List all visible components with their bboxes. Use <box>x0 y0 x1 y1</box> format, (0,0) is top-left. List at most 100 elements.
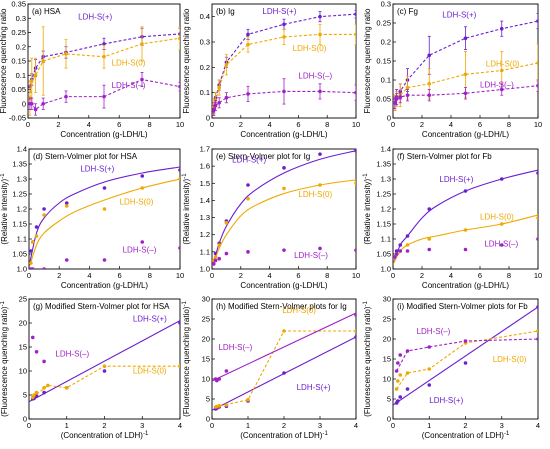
data-point <box>536 171 538 175</box>
y-tick-label: 25 <box>202 315 210 324</box>
x-tick-label: 4 <box>178 421 182 430</box>
data-point <box>405 85 410 90</box>
y-tick-label: 0.4 <box>200 12 210 21</box>
y-axis-title: Fluorescence quenching ratio <box>182 8 191 114</box>
data-point <box>102 54 106 59</box>
x-axis-title: Concentration (g-LDH/L) <box>240 130 327 139</box>
series-label: LDH-S(+) <box>297 383 331 392</box>
data-point <box>32 393 36 397</box>
data-point <box>212 108 216 113</box>
data-point <box>499 87 504 92</box>
data-point <box>33 73 38 78</box>
x-tick-label: 8 <box>325 120 329 129</box>
y-tick-label: 1.4 <box>17 145 27 154</box>
y-tick-label: 1.0 <box>17 265 27 274</box>
data-point <box>427 345 432 349</box>
y-axis-title: (Fluorescence quenching ratio)-1 <box>363 301 372 417</box>
x-tick-label: 8 <box>325 271 329 280</box>
data-point <box>536 19 538 23</box>
x-tick-label: 10 <box>534 271 542 280</box>
data-point <box>405 349 410 353</box>
series-label: LDH-S(0) <box>486 60 520 69</box>
data-point <box>41 101 45 106</box>
plot-area <box>29 320 180 403</box>
data-point <box>30 267 35 269</box>
data-point <box>217 101 221 105</box>
data-point <box>42 359 46 364</box>
data-point <box>282 248 286 252</box>
data-point <box>396 379 400 383</box>
y-tick-label: 1.35 <box>12 160 27 169</box>
chart-panel-1: 0 2 4 6 8 10-0.0500.050.10.150.20.250.30.35Co… <box>0 0 184 139</box>
series-label: LDH-S(+) <box>80 165 114 174</box>
plot-area <box>29 166 180 269</box>
x-tick-label: 2 <box>239 120 243 129</box>
y-tick-label: 1.2 <box>17 205 27 214</box>
data-point <box>354 335 356 339</box>
data-point <box>178 168 180 172</box>
x-tick-label: 10 <box>176 120 184 129</box>
plot-frame <box>211 298 357 420</box>
data-point <box>246 42 250 47</box>
data-point <box>499 26 504 31</box>
series-label: LDH-S(–) <box>112 81 146 90</box>
x-tick-label: 0 <box>210 421 214 430</box>
series-line <box>396 338 538 372</box>
data-point <box>213 258 218 263</box>
data-point <box>499 222 504 226</box>
data-point <box>246 32 250 37</box>
series-line <box>29 78 180 111</box>
y-tick-label: 10 <box>202 375 210 384</box>
data-point <box>318 183 322 187</box>
data-point <box>499 68 504 73</box>
series-line <box>393 306 538 406</box>
data-point <box>212 262 216 266</box>
data-point <box>354 149 356 153</box>
y-tick-label: 1.1 <box>381 235 391 244</box>
y-tick-label: 20 <box>19 319 27 328</box>
data-point <box>64 52 68 56</box>
y-tick-label: 0.1 <box>200 88 210 97</box>
data-point <box>224 220 229 225</box>
plot-area <box>393 169 538 264</box>
y-tick-label: 1.6 <box>200 162 210 171</box>
chart-title: (d) Stern-Volmer plot for HSA <box>33 152 138 161</box>
series-label: LDH-S(0) <box>493 355 527 364</box>
data-point <box>463 189 468 193</box>
data-point <box>282 329 286 333</box>
data-point <box>427 207 432 211</box>
data-point <box>102 186 107 190</box>
data-point <box>29 261 33 265</box>
data-point <box>398 249 403 253</box>
series-label: LDH-S(–) <box>55 350 89 359</box>
x-tick-label: 4 <box>449 120 453 129</box>
chart-title: (c) Fg <box>397 7 418 16</box>
data-point <box>246 183 250 187</box>
y-tick-label: 0.2 <box>16 42 26 51</box>
data-point <box>318 32 322 37</box>
data-point <box>354 313 356 317</box>
data-point <box>499 243 504 247</box>
y-tick-label: 0.3 <box>381 0 391 9</box>
data-point <box>536 216 538 220</box>
y-tick-label: 0.15 <box>376 57 391 66</box>
series-line <box>29 37 180 99</box>
data-point <box>224 95 229 100</box>
series-label: LDH-S(+) <box>439 175 473 184</box>
data-point <box>64 386 69 390</box>
series-label: LDH-S(0) <box>480 213 514 222</box>
data-point <box>34 225 39 229</box>
data-point <box>536 237 538 241</box>
x-tick-label: 4 <box>268 271 272 280</box>
series-label: LDH-S(–) <box>298 72 332 81</box>
data-point <box>30 240 35 244</box>
x-tick-label: 4 <box>354 421 358 430</box>
data-point <box>536 61 538 65</box>
series-label: LDH-S(–) <box>417 327 451 336</box>
y-tick-label: 1.1 <box>200 247 210 256</box>
y-tick-label: 0 <box>23 415 27 424</box>
data-point <box>42 386 46 390</box>
x-axis-title: Concentration (g-LDH/L) <box>60 130 147 139</box>
x-tick-label: 8 <box>507 120 511 129</box>
